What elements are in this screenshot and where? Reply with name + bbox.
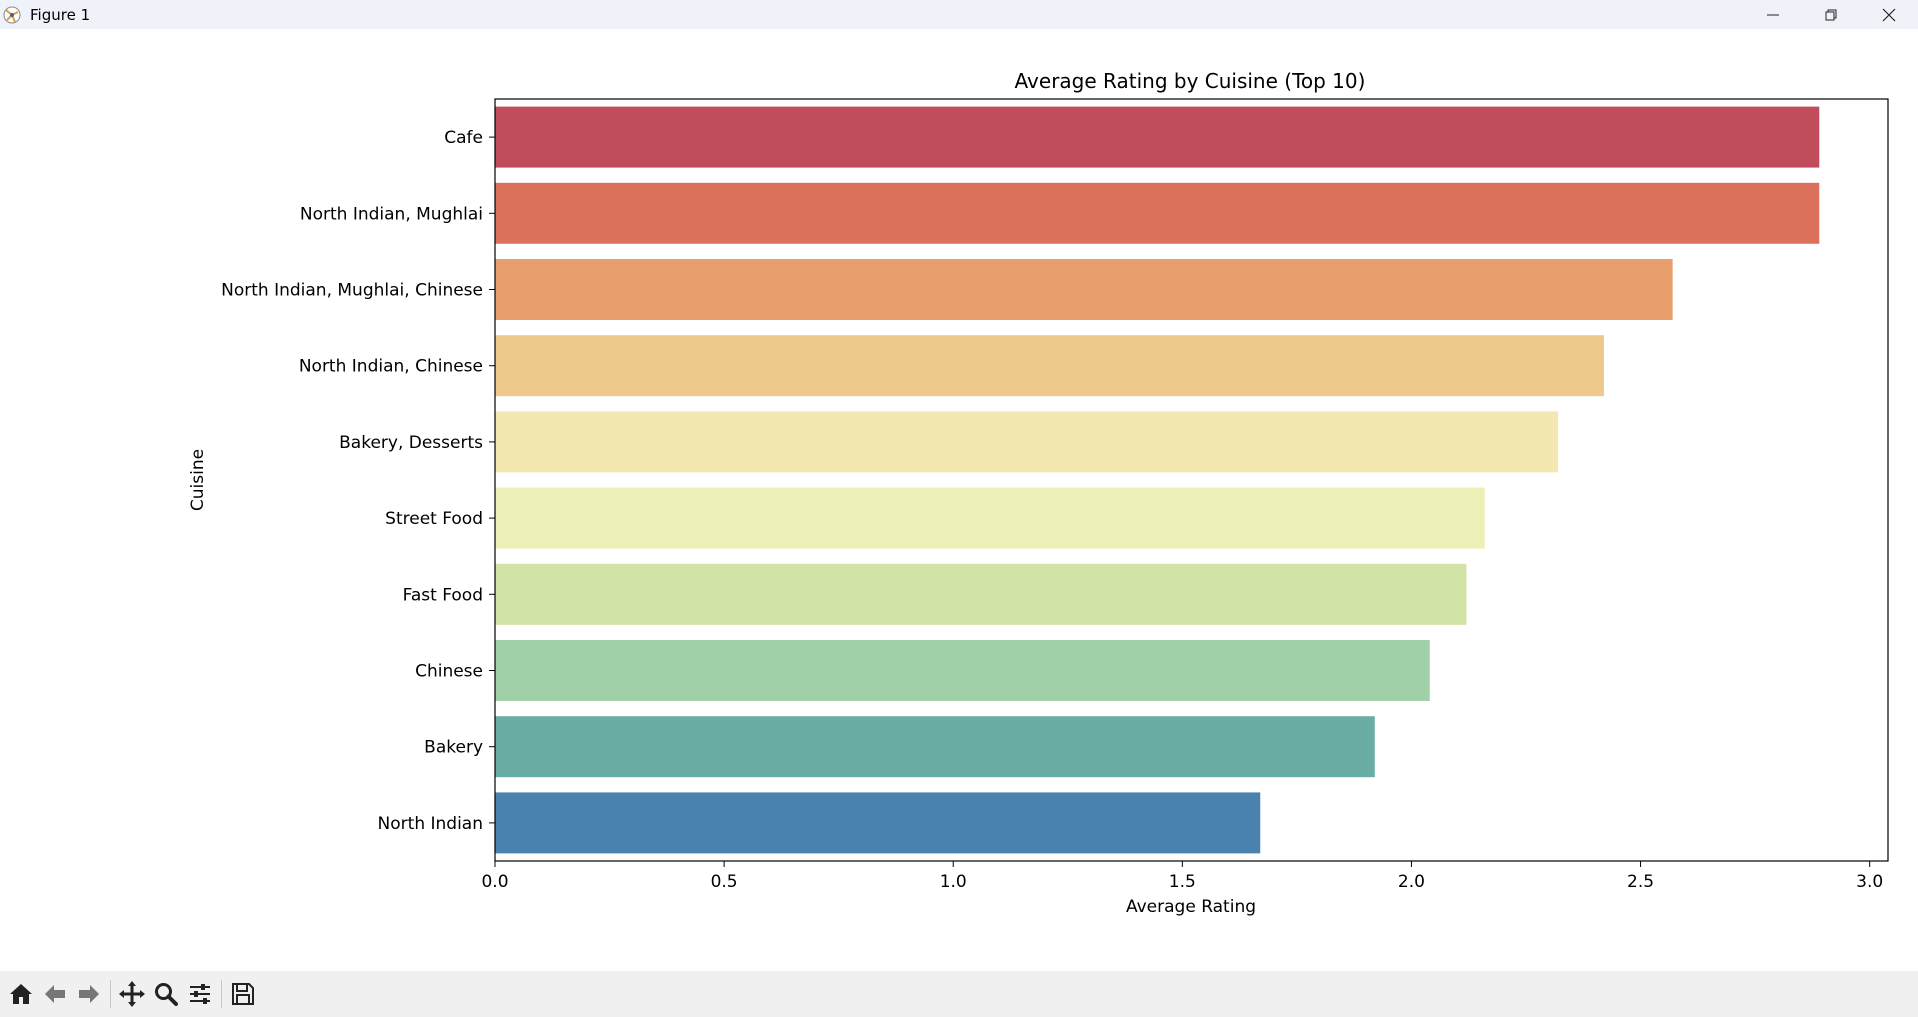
x-tick-label: 0.5 [711,872,738,892]
bars-group [495,106,1820,854]
y-tick-label: North Indian, Mughlai [300,204,483,224]
x-tick-label: 1.5 [1169,872,1196,892]
bar [495,411,1559,473]
pan-button[interactable] [115,976,149,1012]
y-tick-label: Fast Food [403,585,483,605]
home-button[interactable] [4,976,38,1012]
chart-title: Average Rating by Cuisine (Top 10) [1015,69,1366,93]
axes-frame [494,98,1889,862]
save-icon [232,983,254,1005]
bar [495,335,1604,397]
y-tick-label: North Indian, Mughlai, Chinese [221,281,483,301]
bar [495,792,1261,854]
y-tick-label: Street Food [385,509,483,529]
y-tick-label: Bakery [424,738,483,758]
y-tick-label: Bakery, Desserts [339,433,483,453]
pan-icon [119,981,145,1007]
window-titlebar: Figure 1 [0,0,1918,29]
configure-subplots-button[interactable] [183,976,217,1012]
y-tick-label: Chinese [415,662,483,682]
bar [495,487,1485,549]
y-tick-label: North Indian [378,814,483,834]
restore-button[interactable] [1802,0,1860,29]
forward-button[interactable] [72,976,106,1012]
back-button[interactable] [38,976,72,1012]
bar-chart: Average Rating by Cuisine (Top 10) Cafe N… [188,69,1889,917]
bar [495,259,1673,320]
bar [495,716,1375,778]
minimize-button[interactable] [1744,0,1802,29]
y-axis-ticks: Cafe North Indian, Mughlai North Indian, M… [221,128,495,834]
toolbar-separator [110,980,111,1008]
y-tick-label: Cafe [444,128,483,148]
home-icon [10,984,32,1004]
zoom-icon [155,983,178,1006]
figure-canvas[interactable]: Average Rating by Cuisine (Top 10) Cafe N… [0,29,1918,971]
x-axis-label: Average Rating [1126,897,1256,917]
navigation-toolbar [0,971,1918,1017]
toolbar-separator [221,980,222,1008]
matplotlib-app-icon [2,5,22,25]
save-button[interactable] [226,976,260,1012]
x-tick-label: 2.0 [1398,872,1425,892]
close-icon [1882,8,1896,21]
y-tick-label: North Indian, Chinese [299,357,483,377]
x-tick-label: 1.0 [940,872,967,892]
window-title: Figure 1 [30,5,91,24]
x-tick-label: 3.0 [1856,872,1883,892]
zoom-button[interactable] [149,976,183,1012]
forward-icon [79,985,99,1003]
bar [495,106,1820,168]
restore-icon [1825,9,1837,20]
bar [495,563,1467,625]
x-tick-label: 0.0 [481,872,508,892]
window-controls [1744,0,1918,29]
x-axis-ticks: 0.0 0.5 1.0 1.5 2.0 2.5 3.0 [481,861,1883,892]
configure-subplots-icon [190,984,210,1004]
bar [495,182,1820,244]
bar [495,640,1430,701]
x-tick-label: 2.5 [1627,872,1654,892]
minimize-icon [1767,14,1779,15]
close-button[interactable] [1860,0,1918,29]
y-axis-label: Cuisine [188,449,208,511]
back-icon [45,985,65,1003]
